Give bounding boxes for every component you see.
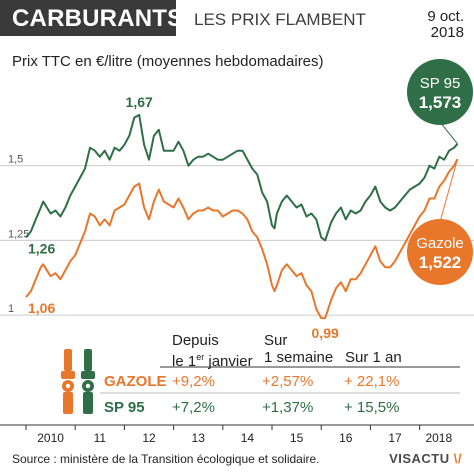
data-label: 1,67 (126, 94, 153, 110)
data-label: 1,26 (28, 240, 55, 256)
sp95-nozzle-icon (81, 349, 95, 414)
header-week-line2: 1 semaine (264, 349, 334, 366)
table-cell-gazole-since-jan: +9,2% (172, 373, 215, 390)
data-label: 1,06 (28, 300, 55, 316)
callout-leader (439, 121, 458, 145)
y-axis-label: Prix TTC en €/litre (moyennes hebdomadai… (12, 53, 324, 70)
header-subtitle: LES PRIX FLAMBENT (194, 10, 366, 29)
y-tick-label: 1 (8, 303, 14, 315)
table-row-sp95-label: SP 95 (104, 399, 145, 416)
callout-bubble (407, 59, 473, 125)
callout-sp95: SP 951,573 (407, 59, 473, 145)
x-tick-label: 12 (142, 431, 156, 445)
x-tick-label: 11 (94, 431, 107, 445)
callout-leader (439, 158, 458, 223)
x-tick-label: 17 (388, 431, 402, 445)
x-tick-label: 15 (290, 431, 304, 445)
table-layer (100, 330, 460, 422)
y-tick-label: 1,25 (8, 228, 29, 240)
series-layer (25, 113, 459, 320)
callout-name: SP 95 (420, 75, 461, 92)
series-line-gazole (25, 158, 459, 320)
visactu-logo: VISACTU \/ (389, 451, 462, 466)
table-header-year: Sur 1 an (345, 349, 402, 366)
callout-value: 1,573 (419, 93, 462, 112)
series-line-sp95 (25, 113, 459, 242)
header-title: CARBURANTS (12, 5, 184, 32)
x-axis-layer: 2010 11 12 13 14 15 16 17 2018 (0, 424, 474, 445)
header-since-line2: le 1er janvier (172, 352, 253, 370)
date-year: 2018 (430, 24, 464, 41)
grid-layer: 1 1,25 1,5 (0, 154, 474, 316)
callout-bubble (407, 219, 473, 285)
table-row-gazole-label: GAZOLE (104, 373, 167, 390)
source-note: Source : ministère de la Transition écol… (12, 452, 320, 466)
gazole-nozzle-icon (61, 349, 75, 414)
header-since-line1: Depuis (172, 332, 219, 349)
table-cell-gazole-week: +2,57% (262, 373, 314, 390)
date-day: 9 oct. (427, 8, 464, 25)
table-header-week: Sur 1 semaine (264, 332, 333, 366)
callout-value: 1,522 (419, 253, 462, 272)
header-week-line1: Sur (264, 332, 288, 349)
x-tick-label: 2010 (37, 431, 64, 445)
table-cell-sp95-since-jan: +7,2% (172, 399, 215, 416)
data-label: 0,99 (312, 325, 339, 341)
callout-name: Gazole (416, 235, 464, 252)
table-cell-sp95-year: + 15,5% (344, 399, 400, 416)
table-cell-sp95-week: +1,37% (262, 399, 314, 416)
x-tick-label: 2018 (425, 431, 452, 445)
x-tick-label: 16 (339, 431, 353, 445)
x-tick-label: 14 (241, 431, 255, 445)
table-cell-gazole-year: + 22,1% (344, 373, 400, 390)
table-header-since-january: Depuis le 1er janvier (172, 332, 253, 370)
y-tick-label: 1,5 (8, 154, 23, 166)
x-tick-label: 13 (192, 431, 206, 445)
fuel-nozzles-illustration (61, 349, 95, 414)
table-background (160, 330, 460, 422)
header-title-box (0, 0, 176, 36)
